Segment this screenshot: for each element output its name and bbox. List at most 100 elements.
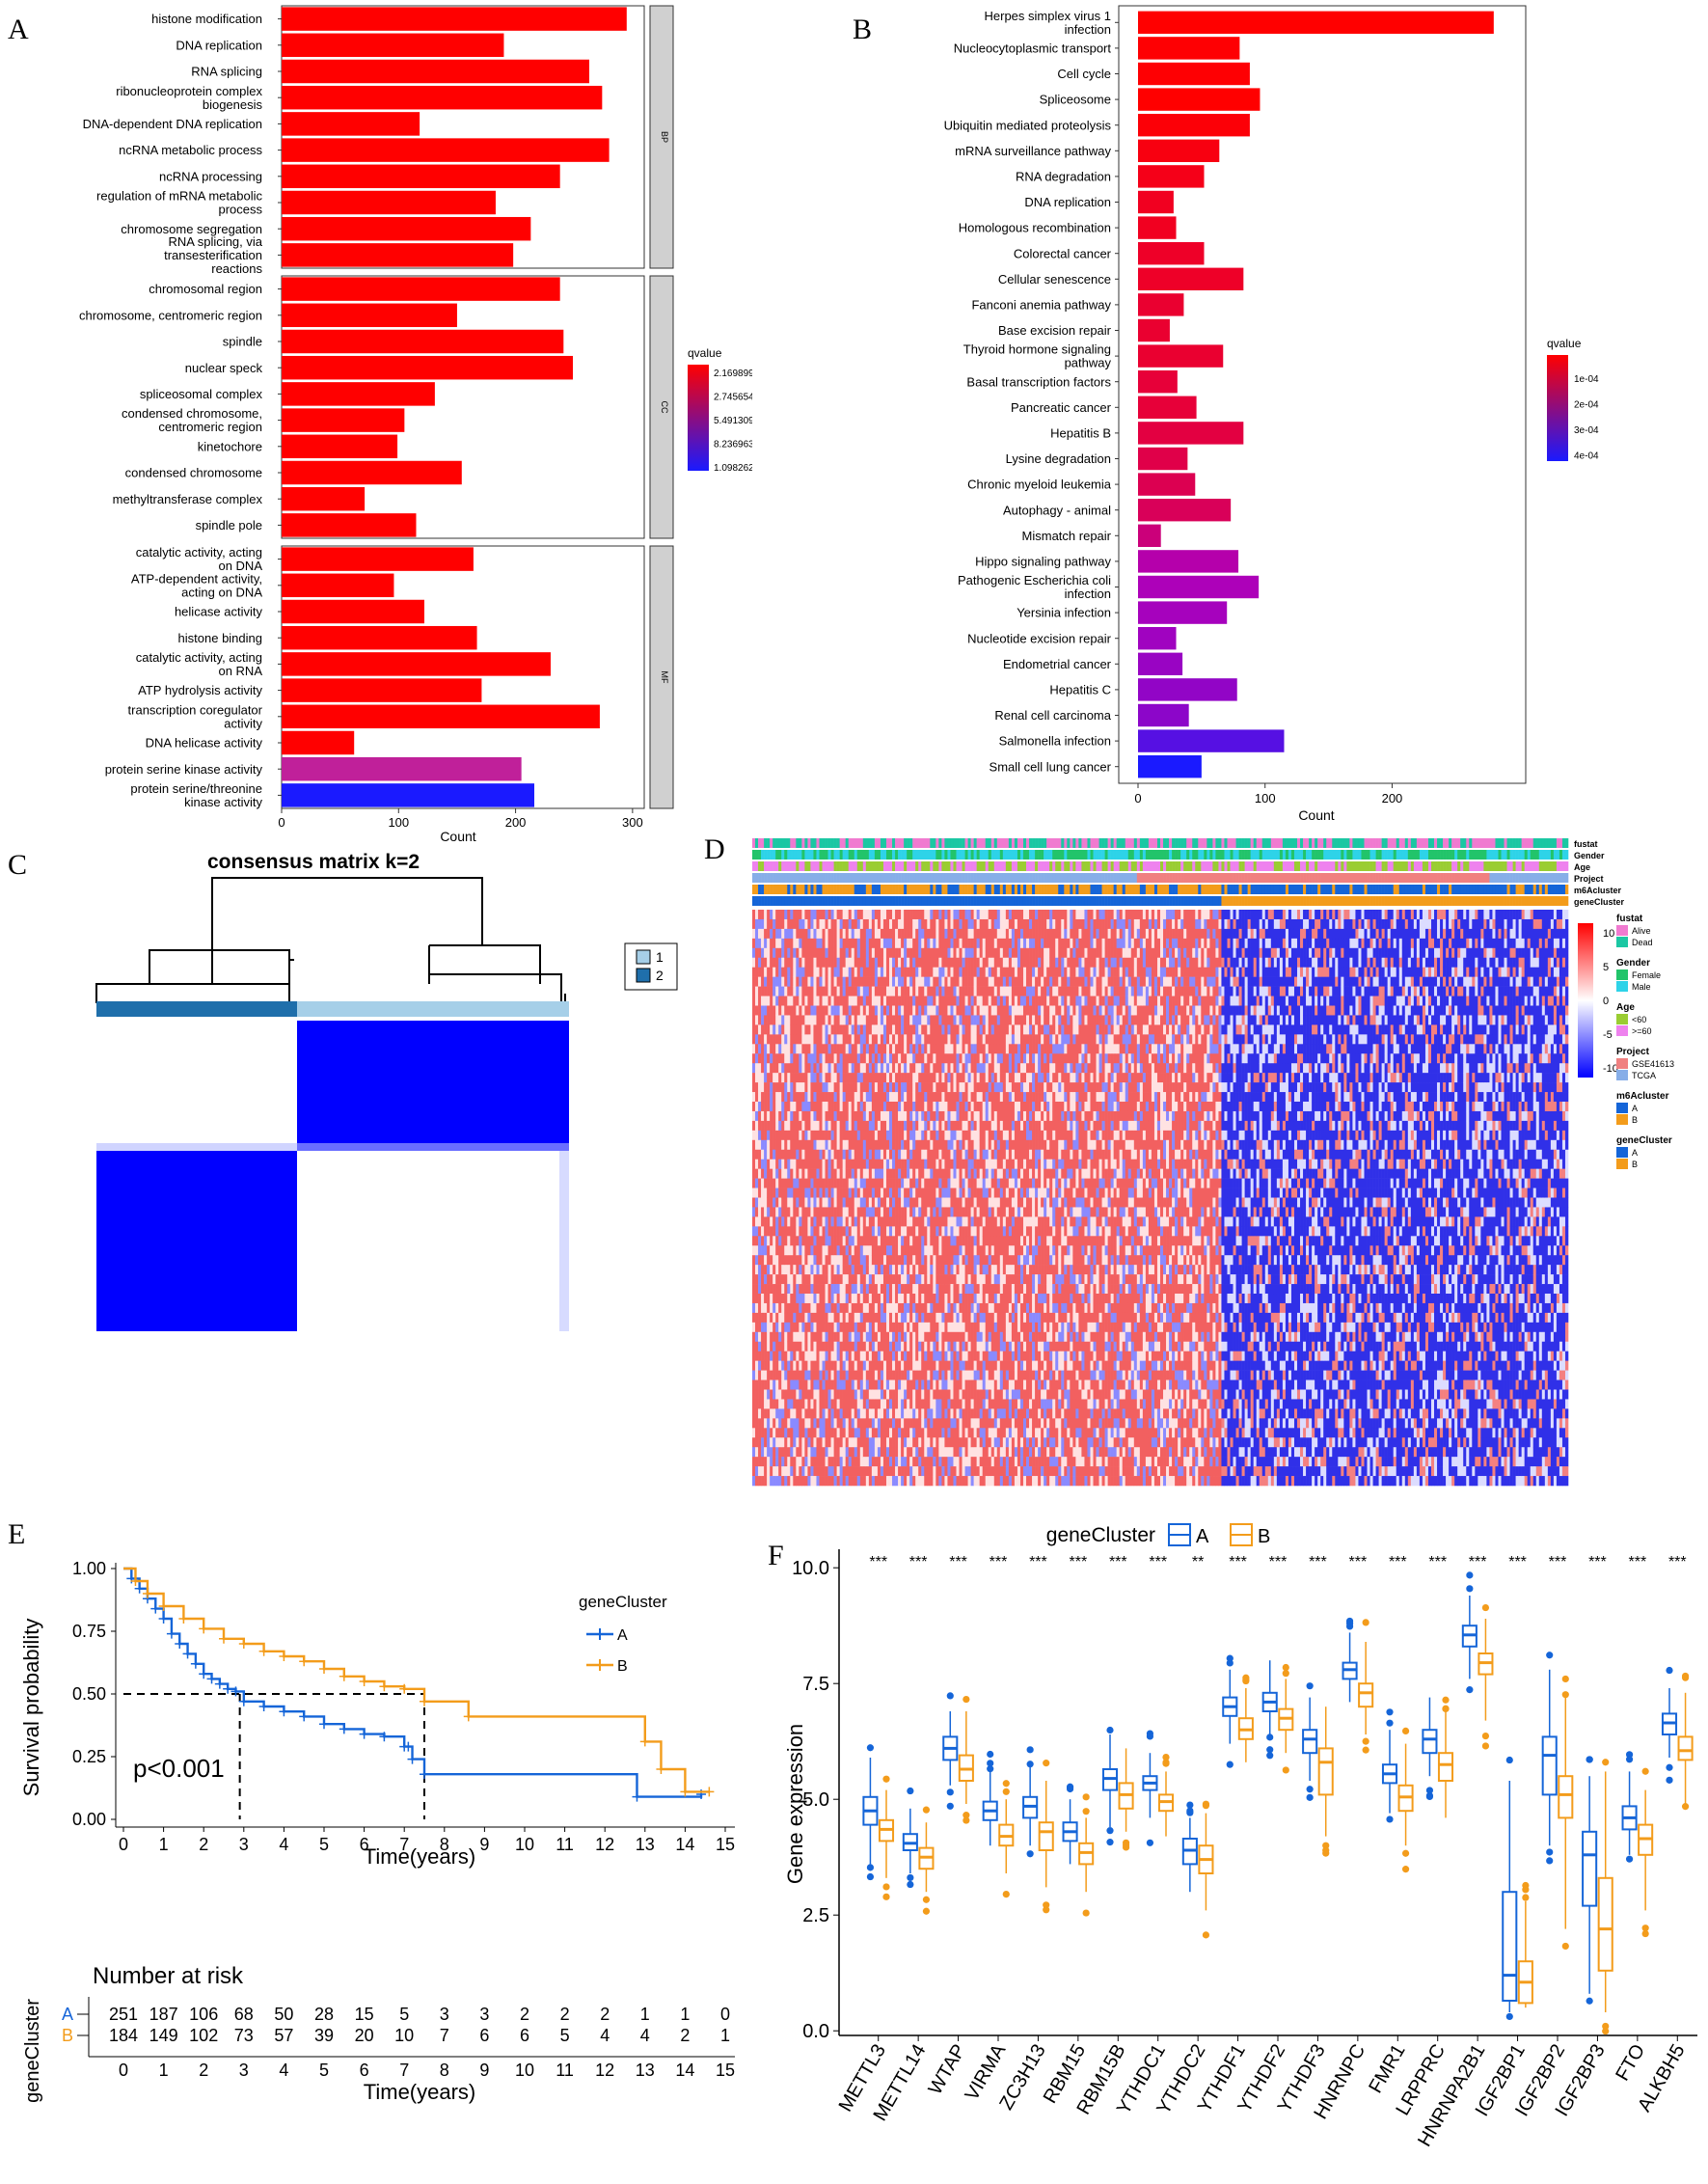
- go-bar: [282, 625, 477, 650]
- annotation-cell: [912, 873, 916, 883]
- heatmap-cell: [755, 928, 759, 940]
- annotation-cell: [938, 873, 942, 883]
- annotation-cell: [1300, 838, 1304, 848]
- heatmap-cell: [781, 996, 785, 1006]
- annotation-cell: [1521, 838, 1525, 848]
- heatmap-cell: [761, 1302, 765, 1314]
- annotation-cell: [1148, 850, 1152, 860]
- annotation-cell: [1241, 896, 1245, 906]
- heatmap-cell: [784, 1226, 788, 1237]
- heatmap-cell: [830, 1005, 834, 1016]
- heatmap-cell: [784, 1351, 788, 1361]
- heatmap-cell: [819, 928, 823, 940]
- heatmap-cell: [758, 1207, 762, 1217]
- heatmap-cell: [755, 1110, 759, 1122]
- heatmap-cell: [801, 910, 805, 920]
- heatmap-cell: [854, 1226, 858, 1237]
- heatmap-cell: [796, 938, 800, 949]
- annotation-cell: [874, 873, 879, 883]
- annotation-cell: [1521, 873, 1525, 883]
- heatmap-cell: [770, 1207, 773, 1217]
- annotation-cell: [1084, 885, 1088, 894]
- annotation-cell: [921, 838, 925, 848]
- annotation-cell: [827, 885, 831, 894]
- annotation-cell: [1008, 838, 1013, 848]
- annotation-cell: [787, 885, 791, 894]
- annotation-cell: [1098, 838, 1102, 848]
- annotation-cell: [1055, 850, 1059, 860]
- annotation-cell: [1201, 850, 1205, 860]
- annotation-cell: [1559, 873, 1563, 883]
- heatmap-cell: [807, 1466, 811, 1477]
- go-category-label: spindle pole: [196, 518, 262, 532]
- annotation-cell: [1530, 873, 1534, 883]
- heatmap-cell: [822, 1408, 826, 1419]
- annotation-cell: [1346, 896, 1350, 906]
- heatmap-cell: [761, 1120, 765, 1132]
- kegg-qvalue-legend-label: 1e-04: [1574, 374, 1599, 385]
- annotation-cell: [938, 885, 942, 894]
- heatmap-cell: [871, 1207, 876, 1217]
- heatmap-cell: [796, 1024, 800, 1035]
- heatmap-cell: [778, 1302, 782, 1314]
- heatmap-cell: [810, 1130, 814, 1141]
- heatmap-cell: [877, 1294, 881, 1304]
- heatmap-cell: [767, 1331, 771, 1343]
- heatmap-cell: [848, 1092, 853, 1103]
- annotation-cell: [856, 885, 861, 894]
- annotation-cell: [1443, 896, 1447, 906]
- heatmap-cell: [784, 1015, 788, 1025]
- heatmap-cell: [807, 1457, 811, 1467]
- heatmap-cell: [882, 1063, 887, 1074]
- heatmap-cell: [827, 986, 831, 996]
- heatmap-cell: [874, 938, 879, 949]
- heatmap-cell: [775, 1447, 779, 1458]
- annotation-cell: [1209, 873, 1213, 883]
- annotation-cell: [973, 873, 977, 883]
- heatmap-cell: [804, 1274, 808, 1285]
- heatmap-cell: [790, 1466, 794, 1477]
- heatmap-cell: [804, 1389, 808, 1400]
- annotation-cell: [833, 838, 837, 848]
- annotation-cell: [1133, 838, 1138, 848]
- annotation-cell: [877, 896, 881, 906]
- annotation-cell: [1256, 861, 1261, 871]
- heatmap-cell: [767, 1399, 771, 1409]
- heatmap-cell: [764, 1360, 768, 1371]
- heatmap-cell: [871, 910, 876, 920]
- heatmap-cell: [895, 1178, 899, 1188]
- annotation-cell: [845, 850, 850, 860]
- heatmap-cell: [830, 1351, 834, 1361]
- heatmap-cell: [813, 1226, 817, 1237]
- heatmap-cell: [819, 996, 823, 1006]
- annotation-cell: [964, 885, 968, 894]
- annotation-cell: [1396, 885, 1400, 894]
- heatmap-cell: [895, 1110, 899, 1122]
- annotation-cell: [1192, 850, 1196, 860]
- annotation-cell: [1297, 873, 1301, 883]
- annotation-cell: [773, 838, 776, 848]
- heatmap-cell: [880, 1082, 884, 1093]
- heatmap-cell: [813, 1322, 817, 1333]
- heatmap-cell: [819, 1447, 823, 1458]
- heatmap-cell: [885, 1159, 890, 1169]
- heatmap-cell: [854, 1476, 858, 1487]
- annotation-cell: [1139, 838, 1144, 848]
- heatmap-cell: [787, 1418, 791, 1429]
- heatmap-cell: [807, 1005, 811, 1016]
- heatmap-cell: [877, 1265, 881, 1275]
- annotation-cell: [1457, 850, 1461, 860]
- annotation-cell: [1041, 838, 1044, 848]
- heatmap-cell: [755, 938, 759, 949]
- heatmap-cell: [787, 976, 791, 987]
- heatmap-cell: [758, 957, 762, 968]
- heatmap-cell: [882, 1466, 887, 1477]
- heatmap-cell: [842, 996, 846, 1006]
- annotation-cell: [1509, 896, 1513, 906]
- heatmap-cell: [842, 1216, 846, 1227]
- heatmap-cell: [848, 1245, 853, 1256]
- heatmap-cell: [775, 1265, 779, 1275]
- heatmap-cell: [752, 1120, 756, 1132]
- heatmap-cell: [801, 1015, 805, 1025]
- annotation-cell: [970, 885, 974, 894]
